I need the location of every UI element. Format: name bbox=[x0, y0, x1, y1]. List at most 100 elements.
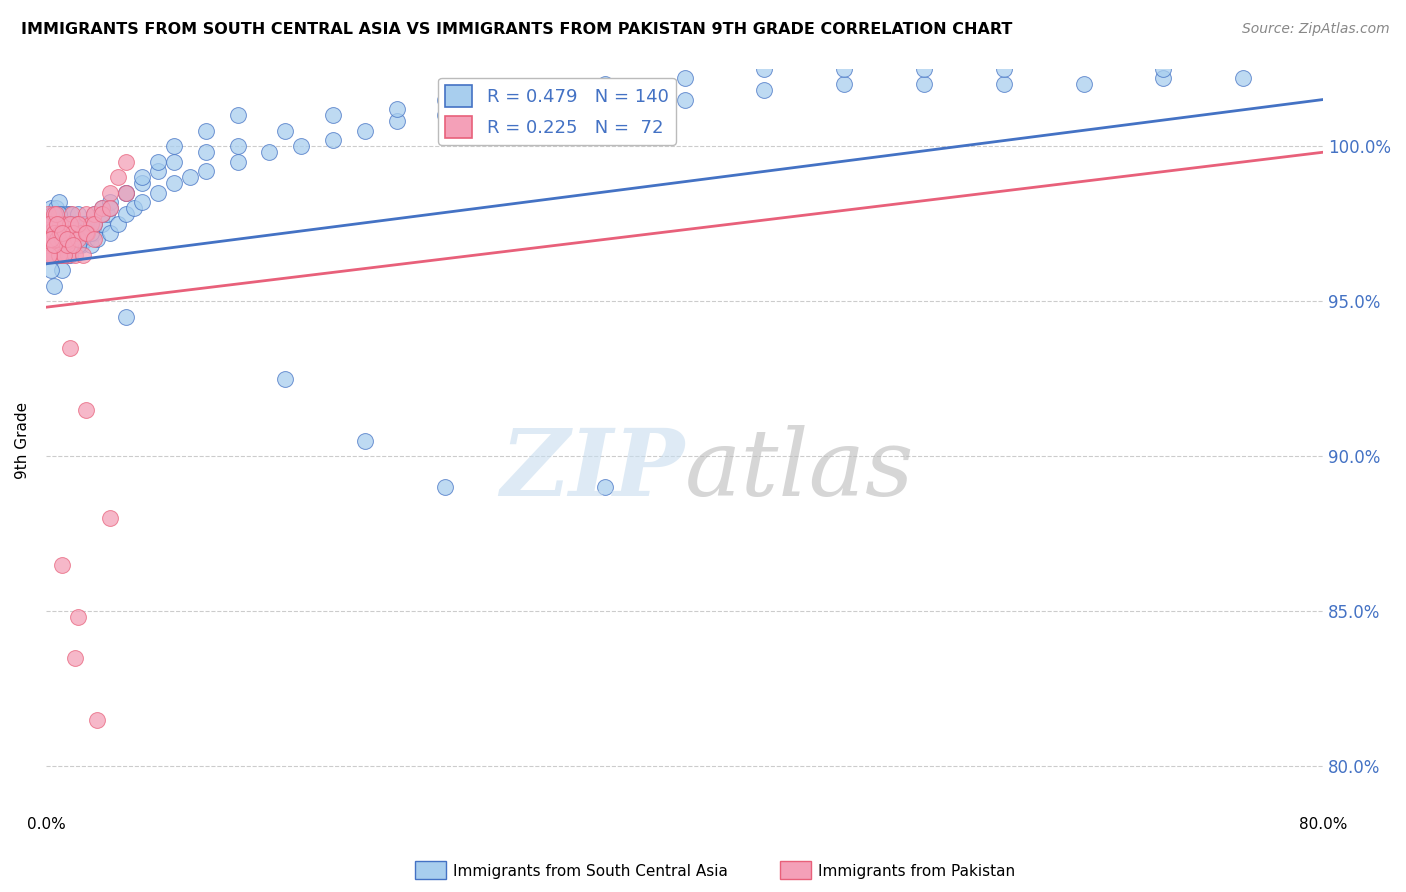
Point bbox=[41, 247, 63, 261]
Point bbox=[55, 232, 77, 246]
Legend: R = 0.479   N = 140, R = 0.225   N =  72: R = 0.479 N = 140, R = 0.225 N = 72 bbox=[439, 78, 676, 145]
Point bbox=[41, 238, 63, 252]
Point bbox=[59, 226, 82, 240]
Point bbox=[322, 133, 344, 147]
Point bbox=[83, 217, 105, 231]
Point bbox=[90, 217, 112, 231]
Point bbox=[52, 226, 75, 240]
Point bbox=[98, 186, 121, 200]
Point bbox=[65, 223, 87, 237]
Point bbox=[53, 232, 76, 246]
Point bbox=[51, 226, 73, 240]
Point bbox=[41, 207, 63, 221]
Point bbox=[46, 232, 69, 246]
Point bbox=[55, 217, 77, 231]
Point bbox=[1073, 77, 1095, 91]
Point bbox=[86, 713, 108, 727]
Point bbox=[673, 70, 696, 85]
Point bbox=[62, 238, 84, 252]
Point bbox=[70, 238, 93, 252]
Point bbox=[226, 154, 249, 169]
Point bbox=[53, 226, 76, 240]
Point bbox=[754, 83, 776, 97]
Point bbox=[46, 207, 69, 221]
Point bbox=[226, 108, 249, 122]
Point bbox=[114, 207, 136, 221]
Point bbox=[35, 217, 58, 231]
Point bbox=[42, 247, 65, 261]
Point bbox=[434, 480, 457, 494]
Point bbox=[55, 232, 77, 246]
Point bbox=[42, 232, 65, 246]
Point bbox=[49, 232, 72, 246]
Point bbox=[53, 238, 76, 252]
Point bbox=[63, 226, 86, 240]
Point bbox=[63, 650, 86, 665]
Point bbox=[52, 226, 75, 240]
Point bbox=[42, 278, 65, 293]
Point bbox=[38, 217, 60, 231]
Point bbox=[70, 232, 93, 246]
Point bbox=[52, 217, 75, 231]
Point bbox=[73, 232, 96, 246]
Point bbox=[59, 226, 82, 240]
Point bbox=[46, 217, 69, 231]
Point bbox=[45, 201, 67, 215]
Point bbox=[48, 226, 70, 240]
Point bbox=[593, 480, 616, 494]
Point bbox=[69, 226, 91, 240]
Point bbox=[39, 263, 62, 277]
Point bbox=[146, 154, 169, 169]
Point bbox=[46, 223, 69, 237]
Point bbox=[673, 93, 696, 107]
Point bbox=[51, 247, 73, 261]
Point bbox=[131, 176, 153, 190]
Point bbox=[194, 145, 217, 160]
Point bbox=[62, 217, 84, 231]
Point bbox=[513, 83, 536, 97]
Point bbox=[45, 223, 67, 237]
Point bbox=[62, 226, 84, 240]
Point bbox=[226, 139, 249, 153]
Point bbox=[163, 154, 186, 169]
Point bbox=[55, 238, 77, 252]
Point bbox=[912, 77, 935, 91]
Point bbox=[51, 263, 73, 277]
Point bbox=[51, 558, 73, 572]
Point bbox=[45, 226, 67, 240]
Point bbox=[39, 247, 62, 261]
Point bbox=[79, 238, 101, 252]
Point bbox=[49, 232, 72, 246]
Point bbox=[38, 226, 60, 240]
Point bbox=[46, 247, 69, 261]
Point bbox=[39, 201, 62, 215]
Point bbox=[42, 238, 65, 252]
Point bbox=[83, 207, 105, 221]
Point bbox=[55, 207, 77, 221]
Point bbox=[49, 217, 72, 231]
Point bbox=[66, 207, 89, 221]
Point bbox=[179, 169, 201, 184]
Point bbox=[46, 238, 69, 252]
Point bbox=[98, 201, 121, 215]
Point bbox=[98, 511, 121, 525]
Point bbox=[45, 238, 67, 252]
Point bbox=[62, 217, 84, 231]
Point bbox=[114, 186, 136, 200]
Point bbox=[122, 201, 145, 215]
Point bbox=[39, 232, 62, 246]
Point bbox=[37, 226, 59, 240]
Point bbox=[59, 341, 82, 355]
Point bbox=[48, 207, 70, 221]
Point bbox=[59, 217, 82, 231]
Point bbox=[1232, 70, 1254, 85]
Point bbox=[163, 139, 186, 153]
Point bbox=[72, 247, 94, 261]
Point bbox=[49, 217, 72, 231]
Point bbox=[385, 102, 408, 116]
Point bbox=[51, 232, 73, 246]
Point bbox=[322, 108, 344, 122]
Point bbox=[48, 247, 70, 261]
Point bbox=[59, 207, 82, 221]
Text: atlas: atlas bbox=[685, 425, 914, 516]
